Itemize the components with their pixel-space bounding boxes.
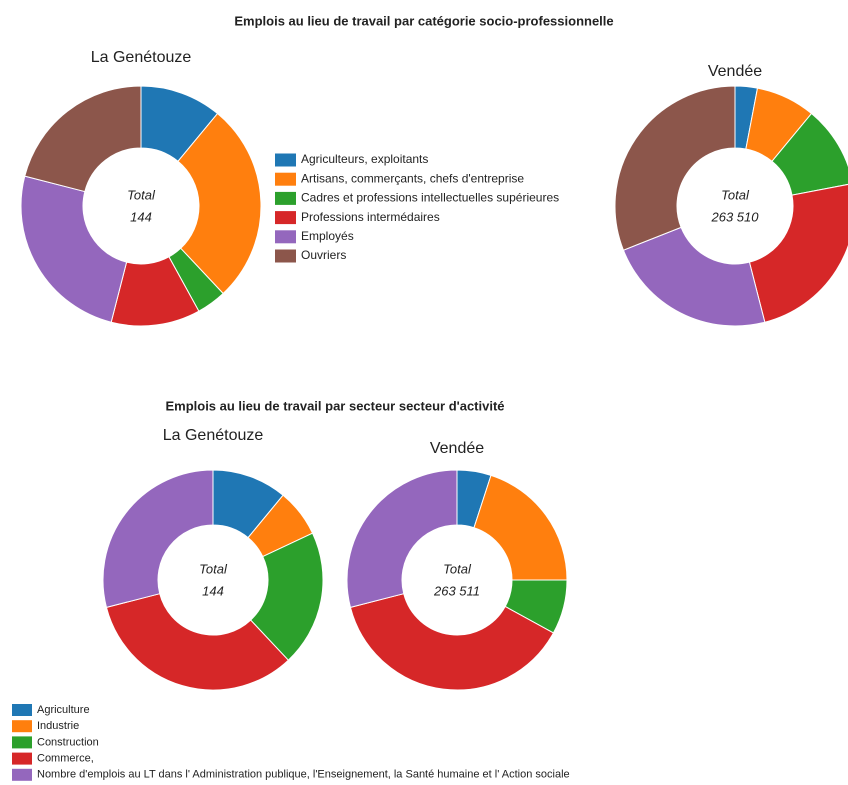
legend-label: Nombre d'emplois au LT dans l' Administr… <box>37 769 570 781</box>
donut-segment <box>177 112 262 295</box>
pie-subtitle: La Genétouze <box>163 427 264 444</box>
legend-swatch <box>275 230 296 244</box>
legend-swatch <box>275 191 296 205</box>
donut-segment <box>349 593 555 691</box>
legend-swatch <box>12 704 32 716</box>
legend-swatch <box>12 720 32 733</box>
donut-segment <box>24 85 142 193</box>
legend-label: Employés <box>301 229 354 243</box>
donut-segment <box>771 112 848 196</box>
legend-swatch <box>12 752 32 765</box>
donut-segment <box>102 469 214 608</box>
legend-swatch <box>275 211 296 225</box>
center-total: 144 <box>202 583 224 598</box>
donut-segment <box>748 183 848 323</box>
pie-subtitle: La Genétouze <box>91 49 192 66</box>
pie-subtitle: Vendée <box>430 440 484 457</box>
center-label: Total <box>443 561 472 576</box>
legend-label: Commerce, <box>37 753 94 765</box>
donut-segment <box>614 85 736 251</box>
legend-label: Artisans, commerçants, chefs d'entrepris… <box>301 171 524 185</box>
center-total: 263 510 <box>711 209 760 224</box>
donut-segment <box>346 469 458 608</box>
donut-segment <box>105 593 290 691</box>
donut-segment <box>20 175 128 323</box>
legend-label: Industrie <box>37 720 79 732</box>
center-total: 144 <box>130 209 152 224</box>
legend-label: Professions intermédaires <box>301 210 440 224</box>
chart-title: Emplois au lieu de travail par secteur s… <box>165 398 504 413</box>
legend-label: Construction <box>37 736 99 748</box>
legend-label: Agriculteurs, exploitants <box>301 152 428 166</box>
donut-segment <box>473 474 568 581</box>
legend-swatch <box>275 153 296 167</box>
legend-swatch <box>12 768 32 781</box>
legend-swatch <box>12 736 32 749</box>
legend-label: Ouvriers <box>301 248 346 262</box>
center-label: Total <box>199 561 228 576</box>
chart-title: Emplois au lieu de travail par catégorie… <box>234 13 613 28</box>
pie-subtitle: Vendée <box>708 63 762 80</box>
center-label: Total <box>127 187 156 202</box>
legend-label: Agriculture <box>37 704 90 716</box>
center-total: 263 511 <box>433 583 480 598</box>
legend-swatch <box>275 172 296 186</box>
donut-segment <box>622 226 766 327</box>
center-label: Total <box>721 187 750 202</box>
legend-swatch <box>275 249 296 263</box>
legend-label: Cadres et professions intellectuelles su… <box>301 191 559 205</box>
